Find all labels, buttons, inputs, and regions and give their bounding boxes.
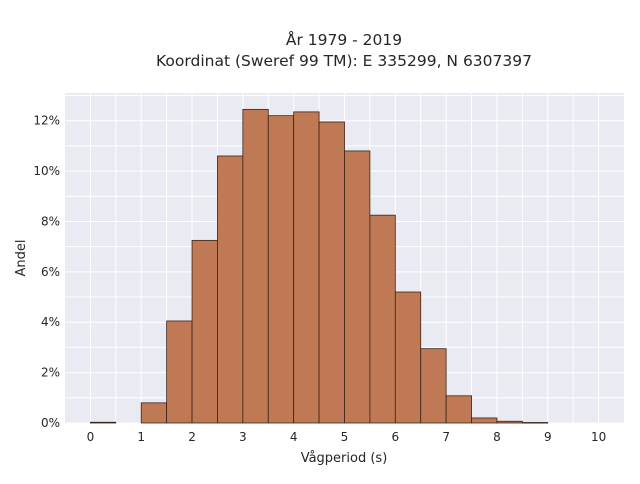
histogram-bar xyxy=(267,115,295,424)
histogram-bar xyxy=(90,421,117,424)
y-tick-label: 4% xyxy=(41,315,60,329)
histogram-bar xyxy=(394,291,422,424)
histogram-bar xyxy=(369,214,396,424)
histogram-bar xyxy=(191,239,218,424)
x-tick-label: 10 xyxy=(591,430,606,444)
histogram-bar xyxy=(318,121,345,424)
chart-title-line-2: Koordinat (Sweref 99 TM): E 335299, N 63… xyxy=(156,52,532,70)
histogram-bar xyxy=(293,111,320,424)
x-axis-ticks: 0 1 2 3 4 5 6 7 8 9 10 xyxy=(87,430,607,444)
x-axis-label: Vågperiod (s) xyxy=(301,451,388,466)
y-tick-label: 0% xyxy=(41,416,60,430)
chart-title-line-1: År 1979 - 2019 xyxy=(286,30,402,49)
y-tick-label: 2% xyxy=(41,366,60,380)
y-tick-label: 12% xyxy=(33,114,60,128)
y-tick-label: 8% xyxy=(41,214,60,228)
histogram-bar xyxy=(496,420,523,424)
histogram-bar xyxy=(217,155,244,424)
histogram-bar xyxy=(166,320,193,424)
histogram-bar xyxy=(420,348,447,424)
x-tick-label: 9 xyxy=(544,430,552,444)
x-tick-label: 2 xyxy=(188,430,196,444)
histogram-bar xyxy=(445,395,472,424)
x-tick-label: 3 xyxy=(239,430,247,444)
histogram-bar xyxy=(471,417,498,424)
x-tick-label: 5 xyxy=(341,430,349,444)
histogram-bar xyxy=(242,108,269,424)
x-tick-label: 1 xyxy=(137,430,145,444)
histogram-bar xyxy=(344,150,371,424)
bars xyxy=(90,108,549,424)
y-axis-ticks: 0% 2% 4% 6% 8% 10% 12% xyxy=(33,114,60,430)
x-tick-label: 4 xyxy=(290,430,298,444)
x-tick-label: 7 xyxy=(442,430,450,444)
y-axis-label: Andel xyxy=(14,240,29,277)
histogram-bar xyxy=(140,402,168,424)
x-tick-label: 6 xyxy=(391,430,399,444)
y-tick-label: 6% xyxy=(41,265,60,279)
histogram-bar xyxy=(521,422,549,424)
y-tick-label: 10% xyxy=(33,164,60,178)
x-tick-label: 8 xyxy=(493,430,501,444)
x-tick-label: 0 xyxy=(87,430,95,444)
